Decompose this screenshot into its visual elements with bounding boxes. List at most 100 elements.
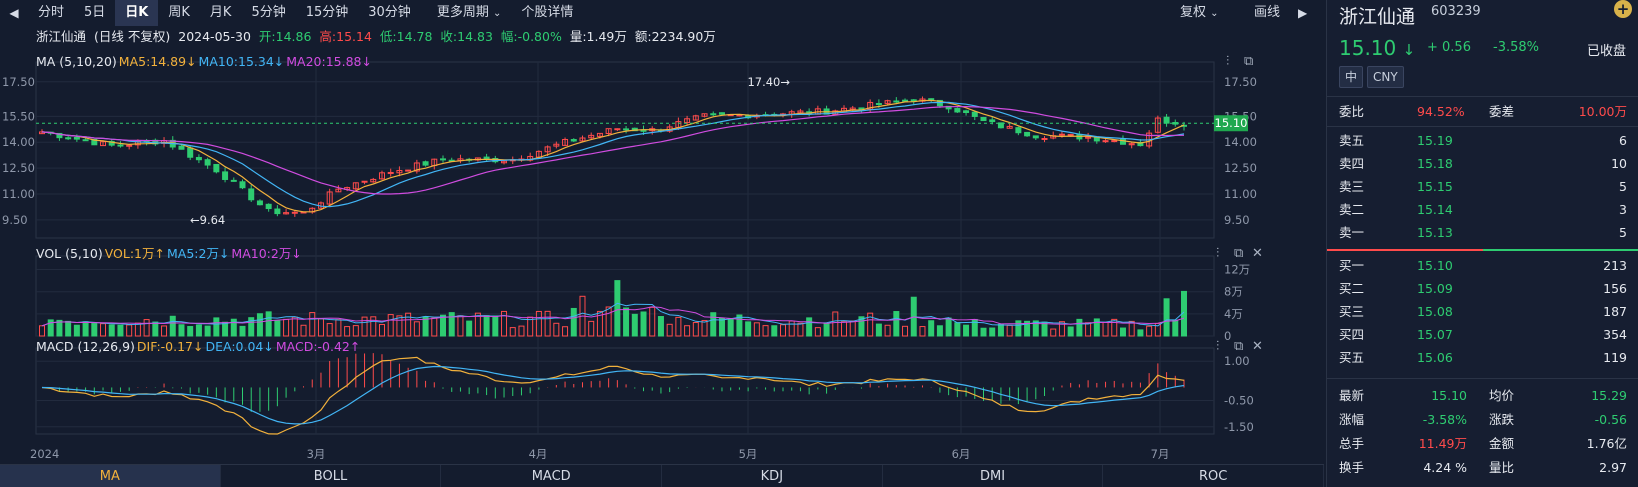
expand-icon[interactable]: ⧉	[1234, 339, 1244, 354]
ask-volume: 3	[1619, 202, 1627, 217]
volume-bar	[649, 306, 656, 337]
candle-body	[884, 100, 891, 104]
ohlc-stats-line: 浙江仙通 (日线 不复权) 2024-05-30 开:14.86 高:15.14 低:14…	[36, 27, 724, 47]
tab-5min[interactable]: 5分钟	[251, 5, 286, 20]
add-watchlist-icon[interactable]: +	[1614, 0, 1632, 18]
kline-chart[interactable]: 17.5017.5015.5015.5014.0014.0012.5012.50…	[0, 0, 1324, 464]
volume-bar	[230, 318, 237, 337]
draw-line-button[interactable]: 画线	[1254, 5, 1281, 20]
candle-body	[213, 163, 220, 173]
volume-bar	[117, 324, 124, 337]
ma10-line	[41, 101, 1185, 208]
volume-bar	[108, 324, 115, 337]
stat-date: 2024-05-30	[178, 29, 251, 44]
volume-bar	[570, 307, 577, 337]
price-tick-right: 11.00	[1224, 187, 1257, 201]
candle-body	[692, 115, 699, 121]
stat-label: 最新	[1339, 388, 1365, 403]
vol-legend: VOL (5,10) VOL:1万↑ MA5:2万↓ MA10:2万↓	[36, 245, 304, 263]
volume-bar	[588, 320, 595, 337]
candle-body	[954, 108, 961, 113]
bid-volume: 156	[1603, 281, 1627, 296]
market-status: 已收盘	[1586, 44, 1626, 59]
volume-bar	[1058, 321, 1065, 337]
ma-title: MA (5,10,20)	[36, 54, 117, 69]
volume-bar	[692, 322, 699, 337]
date-tick: 4月	[529, 447, 548, 461]
bid-volume: 187	[1603, 304, 1627, 319]
macd-value: MACD:-0.42↑	[275, 339, 361, 354]
candle-body	[187, 147, 194, 158]
tab-fenshi[interactable]: 分时	[38, 5, 65, 20]
candle-body	[902, 99, 909, 102]
quote-price: 15.10 ↓	[1339, 36, 1415, 60]
settings-icon[interactable]: ⫶	[1216, 246, 1220, 261]
volume-bar	[893, 311, 900, 337]
ask-price: 15.15	[1417, 179, 1453, 194]
candle-body	[370, 178, 377, 183]
tab-dmi[interactable]: DMI	[883, 465, 1104, 487]
price-tick-right: 14.00	[1224, 135, 1257, 149]
quote-stat-row: 最新 15.10 均价 15.29	[1339, 385, 1627, 407]
ask-price: 15.18	[1417, 156, 1453, 171]
stock-name: 浙江仙通	[36, 29, 87, 44]
bid-volume: 354	[1603, 327, 1627, 342]
volume-bar	[936, 325, 943, 337]
candle-body	[440, 158, 447, 161]
volume-bar	[544, 310, 551, 337]
prev-arrow-icon[interactable]: ◀	[9, 6, 19, 20]
tab-30min[interactable]: 30分钟	[368, 5, 411, 20]
ask-volume: 5	[1619, 179, 1627, 194]
volume-tick: 0	[1224, 329, 1231, 343]
candle-body	[387, 171, 394, 174]
volume-bar	[65, 320, 72, 337]
volume-bar	[126, 324, 133, 337]
candle-body	[82, 139, 89, 142]
settings-icon[interactable]: ⫶	[1226, 54, 1230, 69]
volume-tick: 4万	[1224, 307, 1243, 321]
volume-bar	[623, 307, 630, 337]
candle-body	[797, 110, 804, 114]
ask-price: 15.14	[1417, 202, 1453, 217]
tab-5day[interactable]: 5日	[84, 5, 106, 20]
candle-body	[684, 118, 691, 124]
tab-monthly-k[interactable]: 月K	[209, 5, 232, 20]
next-arrow-icon[interactable]: ▶	[1298, 6, 1308, 20]
tab-daily-k[interactable]: 日K	[115, 0, 159, 26]
settings-icon[interactable]: ⫶	[1216, 339, 1220, 354]
candle-body	[361, 180, 368, 183]
tab-roc[interactable]: ROC	[1103, 465, 1325, 487]
ma5-line	[41, 99, 1185, 213]
tab-macd[interactable]: MACD	[441, 465, 663, 487]
more-periods-dropdown[interactable]: 更多周期 ⌄	[427, 0, 512, 26]
volume-bar	[710, 312, 717, 337]
volume-bar	[1163, 298, 1170, 337]
volume-bar	[335, 319, 342, 337]
close-icon[interactable]: ✕	[1252, 246, 1263, 261]
weibi-value: 94.52%	[1417, 104, 1465, 119]
tab-15min[interactable]: 15分钟	[305, 5, 349, 20]
stock-detail-link[interactable]: 个股详情	[521, 5, 574, 20]
expand-icon[interactable]: ⧉	[1244, 54, 1254, 69]
expand-icon[interactable]: ⧉	[1234, 246, 1244, 261]
close-icon[interactable]: ✕	[1252, 339, 1263, 354]
ask-label: 卖三	[1339, 179, 1365, 194]
volume-bar	[1093, 318, 1100, 337]
volume-bar	[56, 319, 63, 337]
tab-ma[interactable]: MA	[0, 465, 221, 487]
candle-body	[501, 160, 508, 164]
tab-weekly-k[interactable]: 周K	[168, 5, 190, 20]
fuquan-dropdown[interactable]: 复权 ⌄	[1180, 0, 1219, 26]
bid-label: 买四	[1339, 327, 1365, 342]
candle-body	[65, 137, 72, 140]
candle-body	[623, 128, 630, 131]
price-tick-left: 14.00	[2, 135, 35, 149]
tab-boll[interactable]: BOLL	[221, 465, 442, 487]
volume-bar	[1085, 322, 1092, 337]
candles	[39, 96, 1187, 217]
volume-ma5-line	[41, 302, 1185, 327]
candle-body	[352, 182, 359, 190]
candle-body	[108, 140, 115, 146]
volume-bar	[82, 321, 89, 337]
tab-kdj[interactable]: KDJ	[662, 465, 883, 487]
